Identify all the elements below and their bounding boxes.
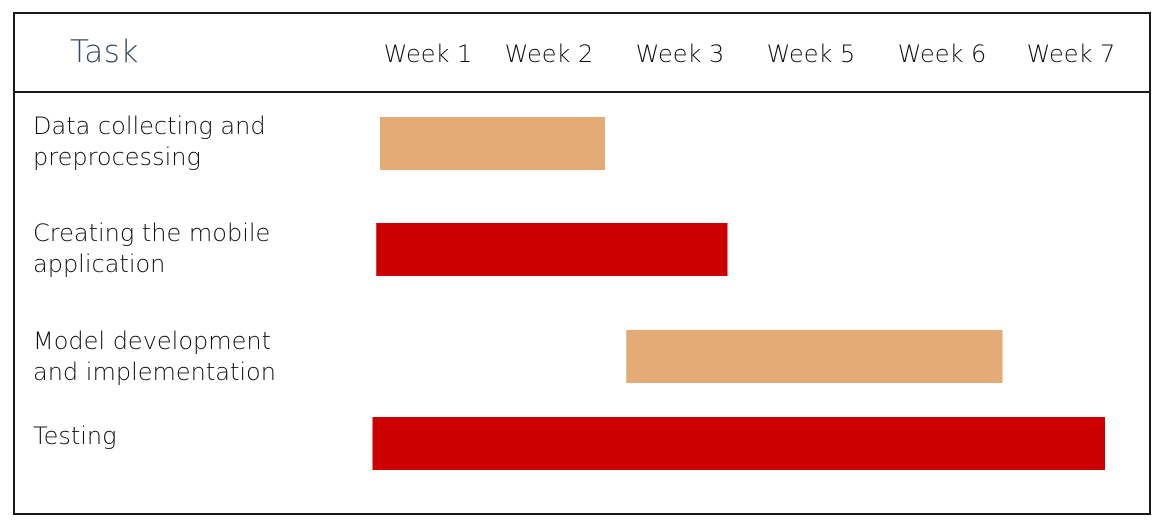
task-bar [380, 117, 605, 170]
task-label: Testing [33, 422, 117, 450]
task-bar [372, 417, 1105, 470]
task-label: Creating the mobile application [33, 219, 271, 278]
task-bar [376, 223, 728, 276]
task-bar [626, 330, 1003, 383]
header-divider [13, 91, 1151, 93]
week-header-4: Week 5 [766, 40, 856, 68]
task-label: Data collecting and preprocessing [33, 112, 266, 171]
chart-frame [13, 12, 1151, 515]
week-header-6: Week 7 [1026, 40, 1116, 68]
week-header-2: Week 2 [504, 40, 594, 68]
week-header-1: Week 1 [383, 40, 473, 68]
task-column-header: Task [70, 34, 139, 70]
week-header-5: Week 6 [897, 40, 987, 68]
task-label: Model development and implementation [33, 327, 276, 386]
week-header-3: Week 3 [635, 40, 725, 68]
